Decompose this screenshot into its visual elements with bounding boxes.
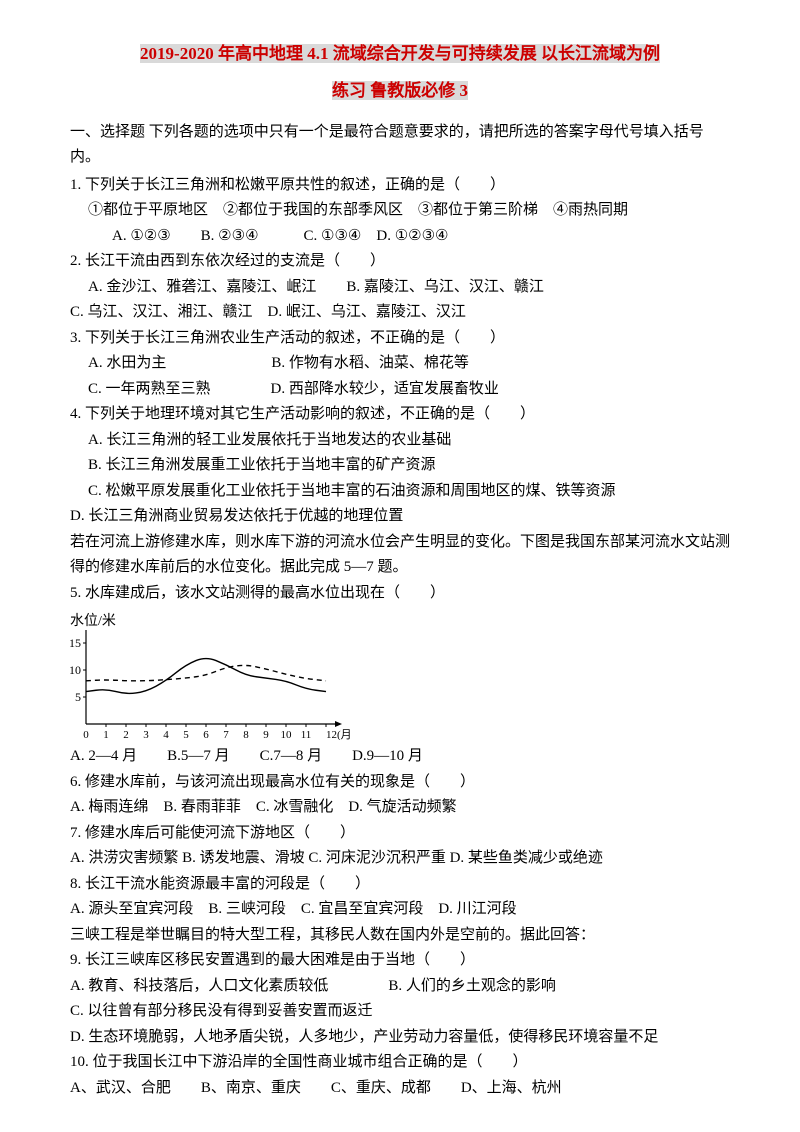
svg-text:7: 7 <box>223 729 229 740</box>
q4-opt-c: C. 松嫩平原发展重化工业依托于当地丰富的石油资源和周围地区的煤、铁等资源 <box>70 479 730 505</box>
q10-options: A、武汉、合肥 B、南京、重庆 C、重庆、成都 D、上海、杭州 <box>70 1076 730 1102</box>
q9-intro: 三峡工程是举世瞩目的特大型工程，其移民人数在国内外是空前的。据此回答： <box>70 923 730 949</box>
q7: 7. 修建水库后可能使河流下游地区（ ） <box>70 821 730 847</box>
svg-text:2: 2 <box>123 729 129 740</box>
instructions: 一、选择题 下列各题的选项中只有一个是最符合题意要求的，请把所选的答案字母代号填… <box>70 120 730 171</box>
svg-text:8: 8 <box>243 729 249 740</box>
q9-opt-d: D. 生态环境脆弱，人地矛盾尖锐，人多地少，产业劳动力容量低，使得移民环境容量不… <box>70 1025 730 1051</box>
q1-options: A. ①②③ B. ②③④ C. ①③④ D. ①②③④ <box>70 224 730 250</box>
svg-text:10: 10 <box>281 729 293 740</box>
q3-opt-cd: C. 一年两熟至三熟 D. 西部降水较少，适宜发展畜牧业 <box>70 377 730 403</box>
q4-opt-d: D. 长江三角洲商业贸易发达依托于优越的地理位置 <box>70 504 730 530</box>
q3: 3. 下列关于长江三角洲农业生产活动的叙述，不正确的是（ ） <box>70 326 730 352</box>
q1: 1. 下列关于长江三角洲和松嫩平原共性的叙述，正确的是（ ） <box>70 173 730 199</box>
svg-text:12(月): 12(月) <box>326 729 350 740</box>
q4-opt-a: A. 长江三角洲的轻工业发展依托于当地发达的农业基础 <box>70 428 730 454</box>
svg-text:5: 5 <box>75 690 81 704</box>
q8: 8. 长江干流水能资源最丰富的河段是（ ） <box>70 872 730 898</box>
q9-opt-c: C. 以往曾有部分移民没有得到妥善安置而返迁 <box>70 999 730 1025</box>
chart-svg: 5 10 15 0 1 2 3 4 5 6 7 8 9 10 11 12(月) <box>70 630 350 740</box>
title-sub: 练习 鲁教版必修 3 <box>70 77 730 106</box>
q1-items: ①都位于平原地区 ②都位于我国的东部季风区 ③都位于第三阶梯 ④雨热同期 <box>70 198 730 224</box>
q5-options: A. 2—4 月 B.5—7 月 C.7—8 月 D.9—10 月 <box>70 744 730 770</box>
q6-options: A. 梅雨连绵 B. 春雨菲菲 C. 冰雪融化 D. 气旋活动频繁 <box>70 795 730 821</box>
q4-opt-b: B. 长江三角洲发展重工业依托于当地丰富的矿产资源 <box>70 453 730 479</box>
q2-opt-ab: A. 金沙江、雅砻江、嘉陵江、岷江 B. 嘉陵江、乌江、汉江、赣江 <box>70 275 730 301</box>
q5-intro: 若在河流上游修建水库，则水库下游的河流水位会产生明显的变化。下图是我国东部某河流… <box>70 530 730 581</box>
q2: 2. 长江干流由西到东依次经过的支流是（ ） <box>70 249 730 275</box>
svg-text:9: 9 <box>263 729 269 740</box>
svg-text:1: 1 <box>103 729 109 740</box>
title-main: 2019-2020 年高中地理 4.1 流域综合开发与可持续发展 以长江流域为例 <box>70 40 730 69</box>
q9: 9. 长江三峡库区移民安置遇到的最大困难是由于当地（ ） <box>70 948 730 974</box>
q7-options: A. 洪涝灾害频繁 B. 诱发地震、滑坡 C. 河床泥沙沉积严重 D. 某些鱼类… <box>70 846 730 872</box>
q3-opt-ab: A. 水田为主 B. 作物有水稻、油菜、棉花等 <box>70 351 730 377</box>
svg-text:10: 10 <box>70 663 81 677</box>
svg-text:3: 3 <box>143 729 149 740</box>
svg-text:4: 4 <box>163 729 169 740</box>
q9-opt-ab: A. 教育、科技落后，人口文化素质较低 B. 人们的乡土观念的影响 <box>70 974 730 1000</box>
svg-text:15: 15 <box>70 636 81 650</box>
water-level-chart: 水位/米 510150123456789101112(月) <box>70 610 730 740</box>
svg-text:6: 6 <box>203 729 209 740</box>
svg-text:11: 11 <box>301 729 312 740</box>
q6: 6. 修建水库前，与该河流出现最高水位有关的现象是（ ） <box>70 770 730 796</box>
q10: 10. 位于我国长江中下游沿岸的全国性商业城市组合正确的是（ ） <box>70 1050 730 1076</box>
q2-opt-cd: C. 乌江、汉江、湘江、赣江 D. 岷江、乌江、嘉陵江、汉江 <box>70 300 730 326</box>
q5: 5. 水库建成后，该水文站测得的最高水位出现在（ ） <box>70 581 730 607</box>
q8-options: A. 源头至宜宾河段 B. 三峡河段 C. 宜昌至宜宾河段 D. 川江河段 <box>70 897 730 923</box>
svg-text:5: 5 <box>183 729 189 740</box>
svg-text:0: 0 <box>83 729 89 740</box>
q4: 4. 下列关于地理环境对其它生产活动影响的叙述，不正确的是（ ） <box>70 402 730 428</box>
